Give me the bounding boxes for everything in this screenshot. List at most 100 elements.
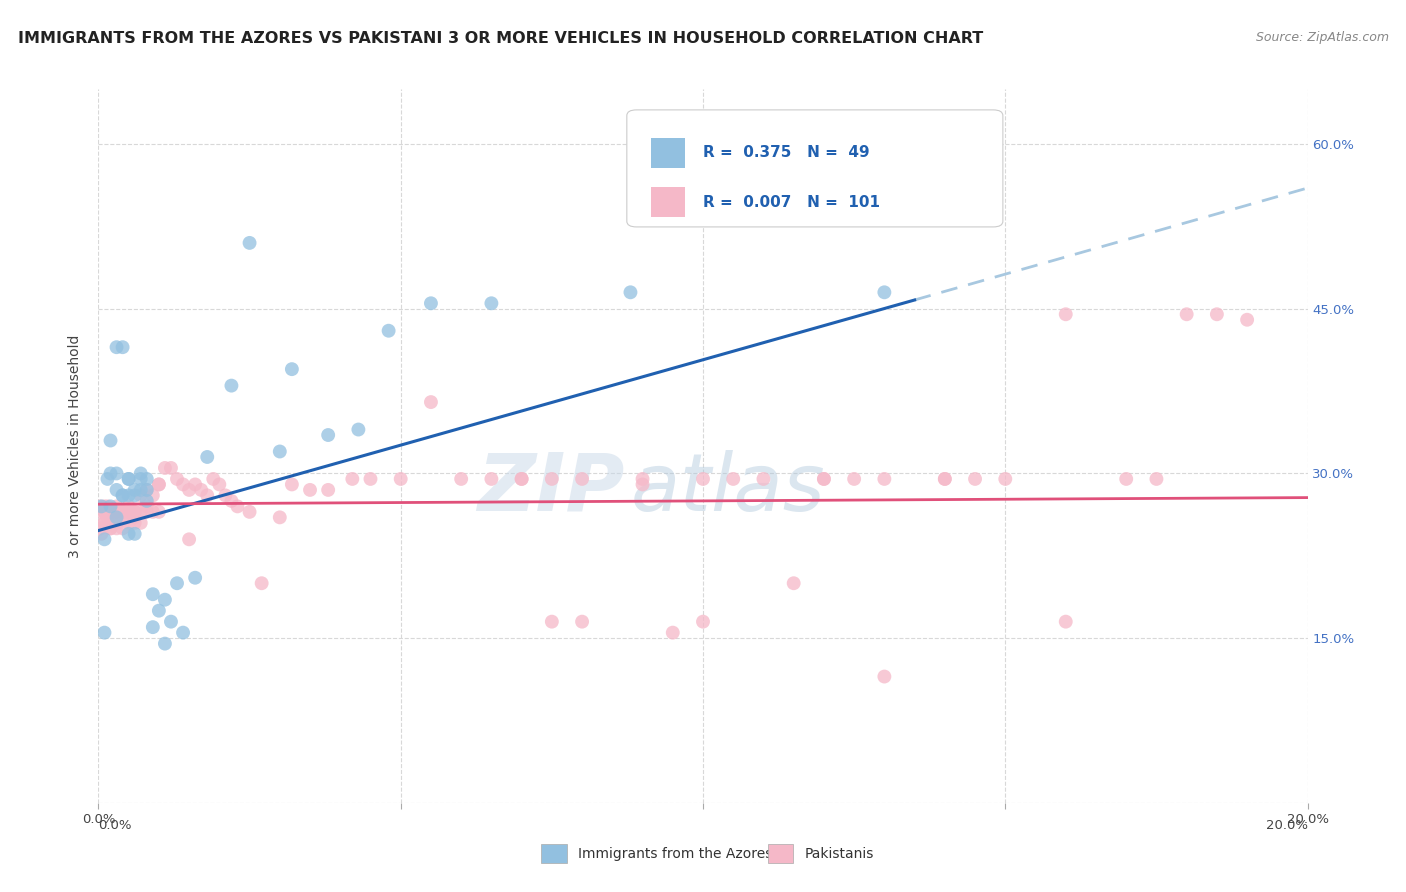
- Point: [783, 576, 806, 591]
- Point: [124, 488, 146, 502]
- Point: [148, 505, 170, 519]
- Point: [692, 615, 714, 629]
- Point: [148, 477, 170, 491]
- Point: [148, 477, 170, 491]
- Point: [93, 516, 115, 530]
- Point: [540, 472, 562, 486]
- Point: [142, 505, 165, 519]
- Point: [111, 505, 134, 519]
- Point: [360, 472, 382, 486]
- FancyBboxPatch shape: [627, 110, 1002, 227]
- Point: [129, 505, 152, 519]
- Point: [481, 296, 503, 310]
- Point: [813, 472, 835, 486]
- Point: [166, 472, 188, 486]
- Point: [221, 494, 243, 508]
- Point: [111, 510, 134, 524]
- Point: [111, 521, 134, 535]
- Point: [100, 505, 122, 519]
- Point: [105, 500, 128, 514]
- Point: [239, 235, 262, 250]
- Point: [1236, 312, 1258, 326]
- Point: [129, 516, 152, 530]
- Text: Source: ZipAtlas.com: Source: ZipAtlas.com: [1256, 31, 1389, 45]
- Point: [100, 521, 122, 535]
- Point: [93, 516, 115, 530]
- Point: [873, 285, 896, 300]
- Point: [844, 472, 866, 486]
- Point: [1054, 615, 1077, 629]
- Point: [202, 472, 225, 486]
- Point: [118, 505, 141, 519]
- Point: [124, 483, 146, 497]
- Point: [105, 521, 128, 535]
- Point: [105, 505, 128, 519]
- Point: [118, 488, 141, 502]
- Point: [129, 483, 152, 497]
- Point: [89, 500, 111, 514]
- Point: [195, 488, 218, 502]
- Point: [172, 625, 194, 640]
- Point: [190, 483, 212, 497]
- Point: [124, 516, 146, 530]
- Point: [571, 615, 593, 629]
- Text: R =  0.007   N =  101: R = 0.007 N = 101: [703, 194, 880, 210]
- Point: [129, 472, 152, 486]
- Point: [269, 444, 291, 458]
- Point: [934, 472, 956, 486]
- Point: [195, 450, 218, 464]
- Text: Immigrants from the Azores: Immigrants from the Azores: [578, 847, 772, 861]
- Point: [135, 483, 157, 497]
- Point: [135, 483, 157, 497]
- Point: [105, 340, 128, 354]
- Point: [166, 576, 188, 591]
- Point: [221, 378, 243, 392]
- Point: [420, 296, 443, 310]
- Point: [389, 472, 412, 486]
- Point: [124, 505, 146, 519]
- Bar: [651, 137, 685, 168]
- Point: [93, 505, 115, 519]
- Point: [226, 500, 249, 514]
- Point: [239, 505, 262, 519]
- Point: [135, 505, 157, 519]
- Point: [934, 472, 956, 486]
- Point: [662, 625, 685, 640]
- Point: [105, 505, 128, 519]
- Point: [153, 461, 176, 475]
- Text: Pakistanis: Pakistanis: [804, 847, 873, 861]
- Point: [111, 488, 134, 502]
- Point: [540, 615, 562, 629]
- Point: [510, 472, 533, 486]
- Point: [692, 159, 714, 173]
- Point: [118, 505, 141, 519]
- Point: [90, 505, 112, 519]
- Point: [118, 526, 141, 541]
- Point: [752, 472, 775, 486]
- Point: [1206, 307, 1229, 321]
- Point: [450, 472, 472, 486]
- Point: [994, 472, 1017, 486]
- Point: [619, 285, 641, 300]
- Point: [316, 428, 339, 442]
- Point: [153, 637, 176, 651]
- Point: [129, 467, 152, 481]
- Point: [129, 488, 152, 502]
- Point: [179, 483, 201, 497]
- Point: [1175, 307, 1198, 321]
- Point: [124, 526, 146, 541]
- Point: [100, 500, 122, 514]
- Point: [93, 625, 115, 640]
- Point: [100, 467, 122, 481]
- Point: [631, 472, 654, 486]
- Y-axis label: 3 or more Vehicles in Household: 3 or more Vehicles in Household: [69, 334, 83, 558]
- Point: [135, 494, 157, 508]
- Point: [124, 510, 146, 524]
- Point: [299, 483, 322, 497]
- Point: [481, 472, 503, 486]
- Point: [347, 423, 370, 437]
- Point: [184, 477, 207, 491]
- Point: [208, 477, 231, 491]
- Point: [269, 510, 291, 524]
- Point: [111, 505, 134, 519]
